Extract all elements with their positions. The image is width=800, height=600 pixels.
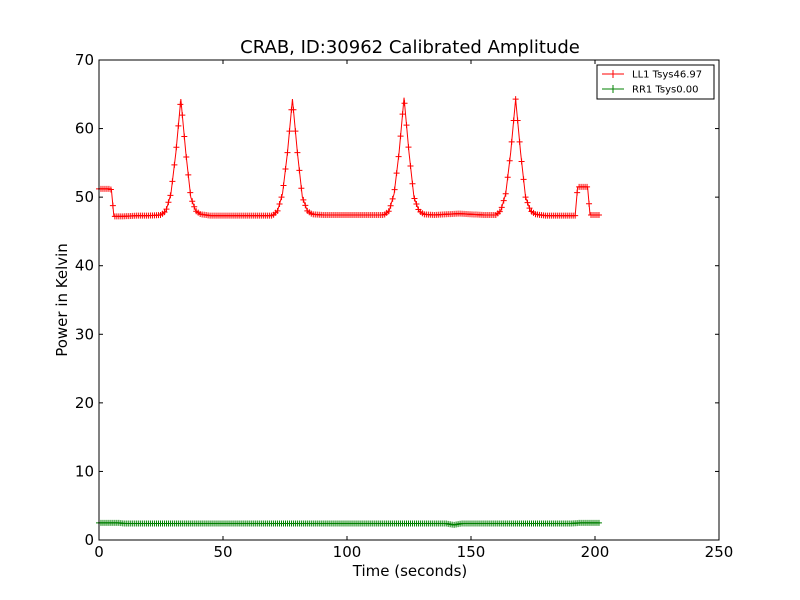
y-tick-label: 50 (75, 188, 94, 206)
data-point (397, 133, 404, 140)
data-point (522, 194, 529, 201)
legend-label: LL1 Tsys46.97 (632, 70, 702, 81)
data-point (302, 202, 309, 209)
y-tick-label: 0 (84, 531, 94, 549)
data-point (175, 122, 182, 129)
data-point (504, 174, 511, 181)
y-tick-label: 70 (75, 51, 94, 69)
data-point (391, 186, 398, 193)
data-point (387, 202, 394, 209)
y-axis-label: Power in Kelvin (53, 243, 71, 357)
data-point (109, 202, 116, 209)
data-point (395, 153, 402, 160)
data-point (409, 180, 416, 187)
legend-item: LL1 Tsys46.97 (602, 70, 702, 81)
y-tick-label: 40 (75, 257, 94, 275)
data-point (163, 206, 170, 213)
data-point (595, 519, 602, 526)
data-point (181, 133, 188, 140)
data-point (300, 196, 307, 203)
x-axis-label: Time (seconds) (352, 562, 468, 580)
axis-ticks: 0 50 100 150 200 250 0 10 20 30 40 50 60 70 (75, 51, 733, 561)
data-point (407, 162, 414, 169)
series-2 (96, 519, 602, 528)
data-point (401, 100, 408, 107)
x-tick-label: 200 (581, 543, 610, 561)
data-point (294, 149, 301, 156)
series-1 (96, 96, 602, 220)
data-point (516, 138, 523, 145)
data-point (389, 195, 396, 202)
data-point (385, 208, 392, 215)
data-point (520, 176, 527, 183)
data-point (595, 211, 602, 218)
plot-frame (98, 59, 720, 541)
x-tick-label: 250 (705, 543, 734, 561)
data-point (171, 161, 178, 168)
data-point (296, 167, 303, 174)
legend-item: RR1 Tsys0.00 (602, 85, 699, 96)
data-point (278, 194, 285, 201)
data-point (393, 170, 400, 177)
data-point (514, 117, 521, 124)
data-point (526, 205, 533, 212)
data-point (169, 178, 176, 185)
data-point (191, 203, 198, 210)
legend-box (596, 64, 715, 100)
chart-title: CRAB, ID:30962 Calibrated Amplitude (240, 37, 580, 58)
data-point (508, 138, 515, 145)
data-point (413, 201, 420, 207)
data-point (286, 128, 293, 135)
data-point (584, 183, 591, 190)
data-point (500, 197, 507, 204)
data-point (496, 208, 503, 215)
x-tick-label: 0 (94, 543, 104, 561)
plot-area (96, 96, 602, 528)
y-tick-label: 60 (75, 120, 94, 138)
data-point (524, 199, 531, 206)
data-point (179, 112, 186, 119)
data-point (498, 204, 505, 211)
data-point (572, 212, 579, 219)
data-point (399, 111, 406, 118)
data-point (274, 207, 281, 214)
data-point (518, 158, 525, 165)
data-point (512, 96, 519, 103)
data-point (177, 101, 184, 108)
data-point (506, 157, 513, 164)
data-point (183, 154, 190, 161)
data-point (292, 128, 299, 135)
data-point (574, 189, 581, 196)
data-point (290, 106, 297, 113)
data-point (298, 185, 305, 192)
data-point (167, 192, 174, 199)
legend-label: RR1 Tsys0.00 (632, 85, 699, 96)
data-point (411, 195, 418, 202)
data-point (284, 149, 291, 156)
data-point (280, 182, 287, 189)
data-point (107, 186, 114, 193)
data-point (187, 189, 194, 196)
data-point (185, 171, 192, 178)
data-point (173, 144, 180, 151)
x-tick-label: 150 (457, 543, 486, 561)
y-tick-label: 20 (75, 394, 94, 412)
legend: LL1 Tsys46.97 RR1 Tsys0.00 (596, 64, 715, 100)
y-tick-label: 10 (75, 462, 94, 480)
data-point (502, 190, 509, 197)
data-point (405, 144, 412, 151)
y-tick-label: 30 (75, 325, 94, 343)
data-point (282, 166, 289, 173)
data-point (276, 201, 283, 207)
data-point (586, 200, 593, 207)
x-tick-label: 50 (213, 543, 232, 561)
x-tick-label: 100 (333, 543, 362, 561)
data-point (403, 122, 410, 129)
data-point (165, 199, 172, 206)
data-point (189, 198, 196, 205)
